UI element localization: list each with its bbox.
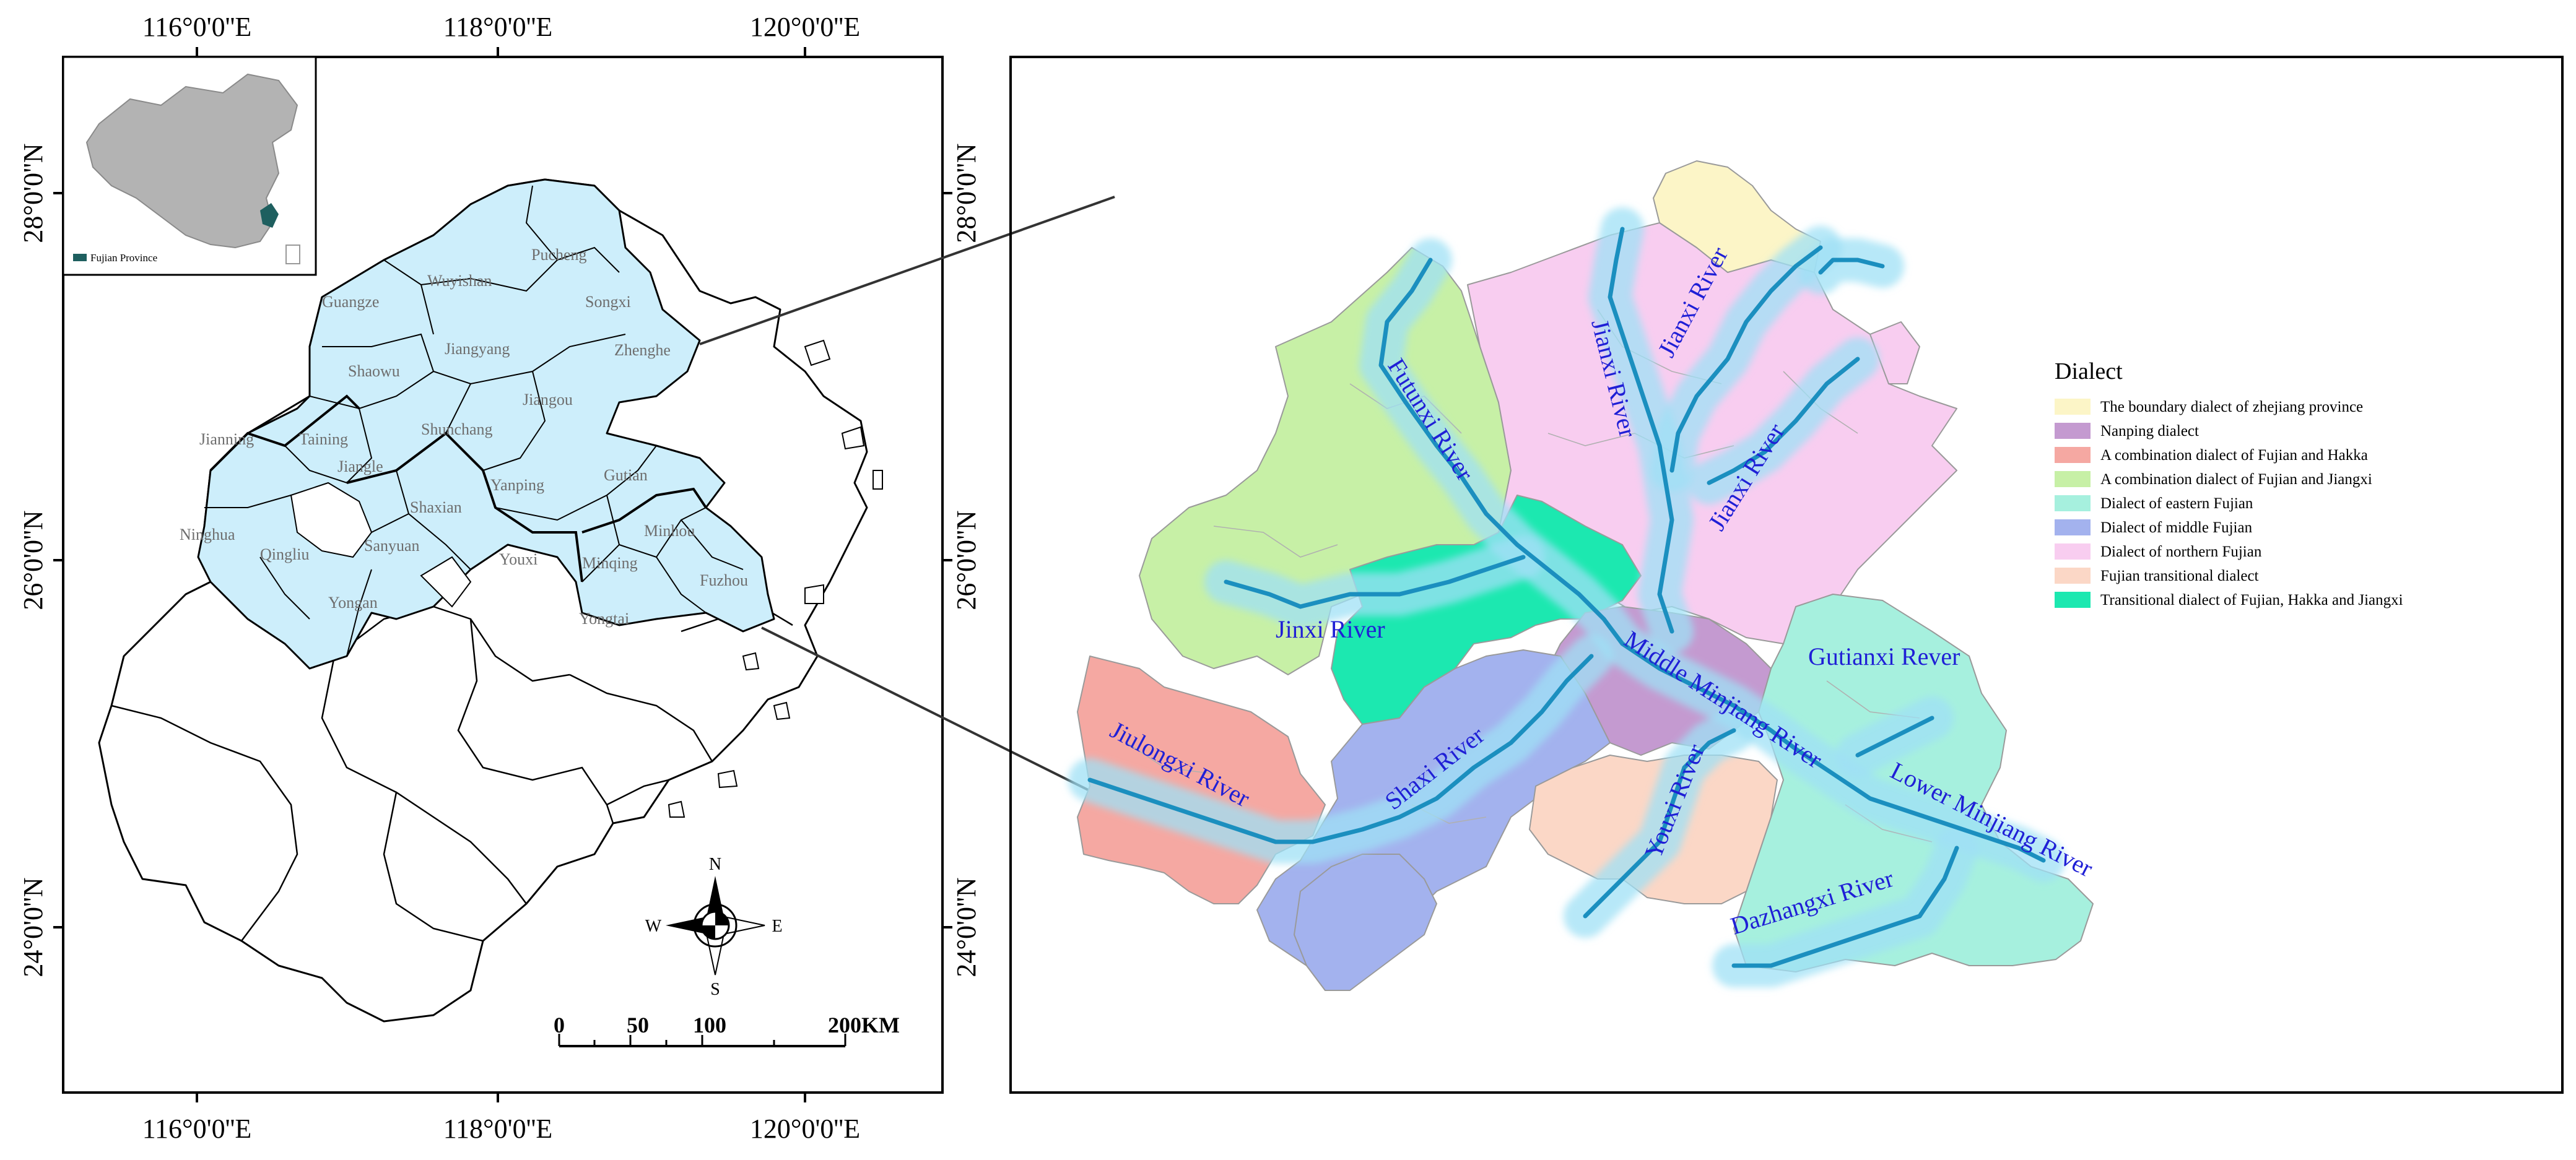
- lon-label-top-116: 116°0'0''E: [142, 12, 252, 42]
- compass-rose: N S E W: [645, 855, 783, 999]
- county-label-shunchang: Shunchang: [421, 420, 493, 438]
- county-label-yongtai: Yongtai: [579, 610, 629, 628]
- lon-label-bottom-120: 120°0'0''E: [750, 1114, 860, 1144]
- legend-label-1: Nanping dialect: [2100, 423, 2199, 439]
- legend-swatch-3: [2055, 471, 2091, 487]
- county-label-qingliu: Qingliu: [260, 545, 309, 563]
- county-label-ninghua: Ninghua: [180, 526, 235, 543]
- river-label-gutianxi: Gutianxi Rever: [1808, 643, 1960, 670]
- inset-small-box: [285, 245, 300, 264]
- legend-label-2: A combination dialect of Fujian and Hakk…: [2100, 447, 2368, 464]
- lat-label-left-28: 28°0'0''N: [18, 143, 48, 243]
- inset-legend-label: Fujian Province: [90, 252, 157, 264]
- lon-label-bottom-116: 116°0'0''E: [142, 1114, 252, 1144]
- lon-label-top-120: 120°0'0''E: [750, 12, 860, 42]
- legend-label-3: A combination dialect of Fujian and Jian…: [2100, 471, 2372, 488]
- left-map-ticks: [53, 47, 806, 1102]
- compass-w: W: [645, 917, 662, 936]
- county-label-shaowu: Shaowu: [348, 362, 400, 380]
- legend-swatch-5: [2055, 519, 2091, 535]
- legend-label-6: Dialect of northern Fujian: [2100, 543, 2262, 560]
- compass-s: S: [710, 980, 720, 999]
- county-label-sanyuan: Sanyuan: [364, 537, 420, 555]
- scale-tick-100: 100: [693, 1013, 726, 1037]
- river-lines: [1087, 227, 2046, 968]
- zoom-connector-lines: [699, 196, 1115, 794]
- lon-label-top-118: 118°0'0''E: [443, 12, 553, 42]
- county-label-guangze: Guangze: [322, 293, 379, 311]
- region-eastern-fujian: [1733, 594, 2094, 972]
- lon-label-bottom-118: 118°0'0''E: [443, 1114, 553, 1144]
- county-label-jianning: Jianning: [199, 430, 254, 448]
- study-area-hole-south: [420, 556, 472, 608]
- dialect-legend: Dialect The boundary dialect of zhejiang…: [2055, 358, 2403, 608]
- lat-label-mid-24: 24°0'0''N: [951, 877, 981, 977]
- county-label-minhou: Minhou: [644, 522, 695, 540]
- legend-label-4: Dialect of eastern Fujian: [2100, 495, 2253, 512]
- region-eastern-north: [1869, 321, 1920, 384]
- county-labels: Pucheng Guangze Wuyishan Songxi Zhenghe …: [180, 246, 748, 628]
- county-label-shaxian: Shaxian: [410, 498, 462, 516]
- prefecture-boundaries: [209, 394, 707, 582]
- county-label-youxi: Youxi: [499, 550, 537, 568]
- legend-label-8: Transitional dialect of Fujian, Hakka an…: [2100, 592, 2403, 608]
- scale-bar: 0 50 100 200KM: [554, 1013, 900, 1047]
- county-label-pucheng: Pucheng: [531, 246, 587, 264]
- legend-swatch-4: [2055, 495, 2091, 511]
- legend-swatch-6: [2055, 543, 2091, 560]
- china-outline-shape: [85, 73, 298, 249]
- legend-swatch-1: [2055, 423, 2091, 439]
- county-label-taining: Taining: [299, 430, 348, 448]
- coastal-islands: [668, 339, 883, 818]
- county-label-jiangle: Jiangle: [337, 457, 383, 475]
- river-label-jinxi: Jinxi River: [1276, 615, 1385, 643]
- county-label-wuyishan: Wuyishan: [427, 272, 492, 290]
- right-map-panel: Futunxi River Jianxi River Jianxi River …: [1009, 56, 2564, 1094]
- legend-label-7: Fujian transitional dialect: [2100, 568, 2259, 584]
- lat-label-mid-26: 26°0'0''N: [951, 510, 981, 610]
- study-area-hole-west: [290, 482, 373, 558]
- compass-n: N: [709, 855, 721, 874]
- region-middle-fujian-south: [1294, 854, 1437, 991]
- legend-label-0: The boundary dialect of zhejiang provinc…: [2100, 399, 2363, 415]
- fujian-inset-highlight: [260, 203, 279, 228]
- scale-tick-50: 50: [627, 1013, 649, 1037]
- left-map-panel: 116°0'0''E 118°0'0''E 120°0'0''E 28°0'0'…: [18, 12, 944, 1144]
- county-label-minqing: Minqing: [582, 554, 638, 572]
- county-label-jiangyang: Jiangyang: [445, 340, 510, 358]
- county-label-yongan: Yongan: [328, 594, 378, 612]
- county-label-fuzhou: Fuzhou: [700, 571, 748, 589]
- county-label-yanping: Yanping: [490, 476, 544, 494]
- compass-e: E: [772, 917, 782, 936]
- legend-swatch-0: [2055, 399, 2091, 415]
- legend-swatch-2: [2055, 447, 2091, 463]
- scale-tick-200km: 200KM: [828, 1013, 900, 1037]
- right-map-frame: [1009, 56, 2564, 1094]
- legend-title: Dialect: [2055, 358, 2123, 384]
- scale-tick-0: 0: [554, 1013, 565, 1037]
- lat-label-left-26: 26°0'0''N: [18, 510, 48, 610]
- lat-label-left-24: 24°0'0''N: [18, 877, 48, 977]
- lat-label-mid-28: 28°0'0''N: [951, 143, 981, 243]
- inset-legend-swatch: [73, 254, 87, 261]
- legend-swatch-8: [2055, 592, 2091, 608]
- legend-items: The boundary dialect of zhejiang provinc…: [2055, 399, 2403, 608]
- county-label-songxi: Songxi: [585, 293, 631, 311]
- left-map-frame: [62, 56, 944, 1094]
- china-inset-map: Fujian Province: [62, 56, 317, 276]
- legend-swatch-7: [2055, 568, 2091, 584]
- county-label-gutian: Gutian: [604, 466, 648, 484]
- mid-lat-ticks: [942, 192, 952, 928]
- county-label-zhenghe: Zhenghe: [614, 341, 671, 359]
- legend-label-5: Dialect of middle Fujian: [2100, 519, 2253, 536]
- county-label-jiangou: Jiangou: [523, 391, 573, 409]
